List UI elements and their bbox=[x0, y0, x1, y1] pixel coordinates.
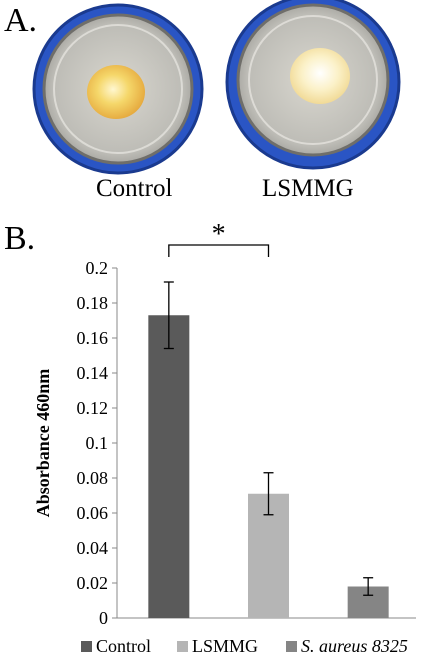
y-tick-label: 0.18 bbox=[77, 293, 109, 313]
panel-label-b: B. bbox=[4, 220, 36, 257]
caption-lsmmg: LSMMG bbox=[262, 175, 354, 202]
y-tick-label: 0.04 bbox=[77, 538, 109, 558]
legend-label: S. aureus 8325 bbox=[301, 636, 408, 656]
y-tick-label: 0.16 bbox=[77, 328, 109, 348]
panel-label-a: A. bbox=[4, 2, 38, 39]
tube-control bbox=[32, 3, 204, 175]
legend-swatch bbox=[177, 641, 188, 652]
legend-swatch bbox=[81, 641, 92, 652]
y-tick-label: 0.02 bbox=[77, 573, 109, 593]
pigmented-pellet-lsmmg bbox=[290, 48, 350, 104]
tube-lsmmg bbox=[225, 0, 401, 170]
bar bbox=[148, 315, 190, 618]
legend-label: Control bbox=[96, 636, 151, 656]
y-tick-label: 0.14 bbox=[77, 363, 109, 383]
y-axis-label: Absorbance 460nm bbox=[33, 369, 53, 518]
caption-control: Control bbox=[96, 175, 173, 202]
significance-bracket bbox=[168, 244, 270, 257]
legend-swatch bbox=[286, 641, 297, 652]
pigmented-pellet-control bbox=[87, 65, 145, 119]
legend-label: LSMMG bbox=[192, 636, 258, 656]
y-tick-label: 0 bbox=[99, 608, 108, 628]
culture-photo bbox=[32, 0, 401, 175]
y-tick-label: 0.06 bbox=[77, 503, 109, 523]
y-tick-label: 0.08 bbox=[77, 468, 109, 488]
y-tick-label: 0.12 bbox=[77, 398, 109, 418]
y-tick-label: 0.1 bbox=[86, 433, 109, 453]
significance-marker: * bbox=[212, 219, 226, 250]
y-tick-label: 0.2 bbox=[86, 258, 109, 278]
